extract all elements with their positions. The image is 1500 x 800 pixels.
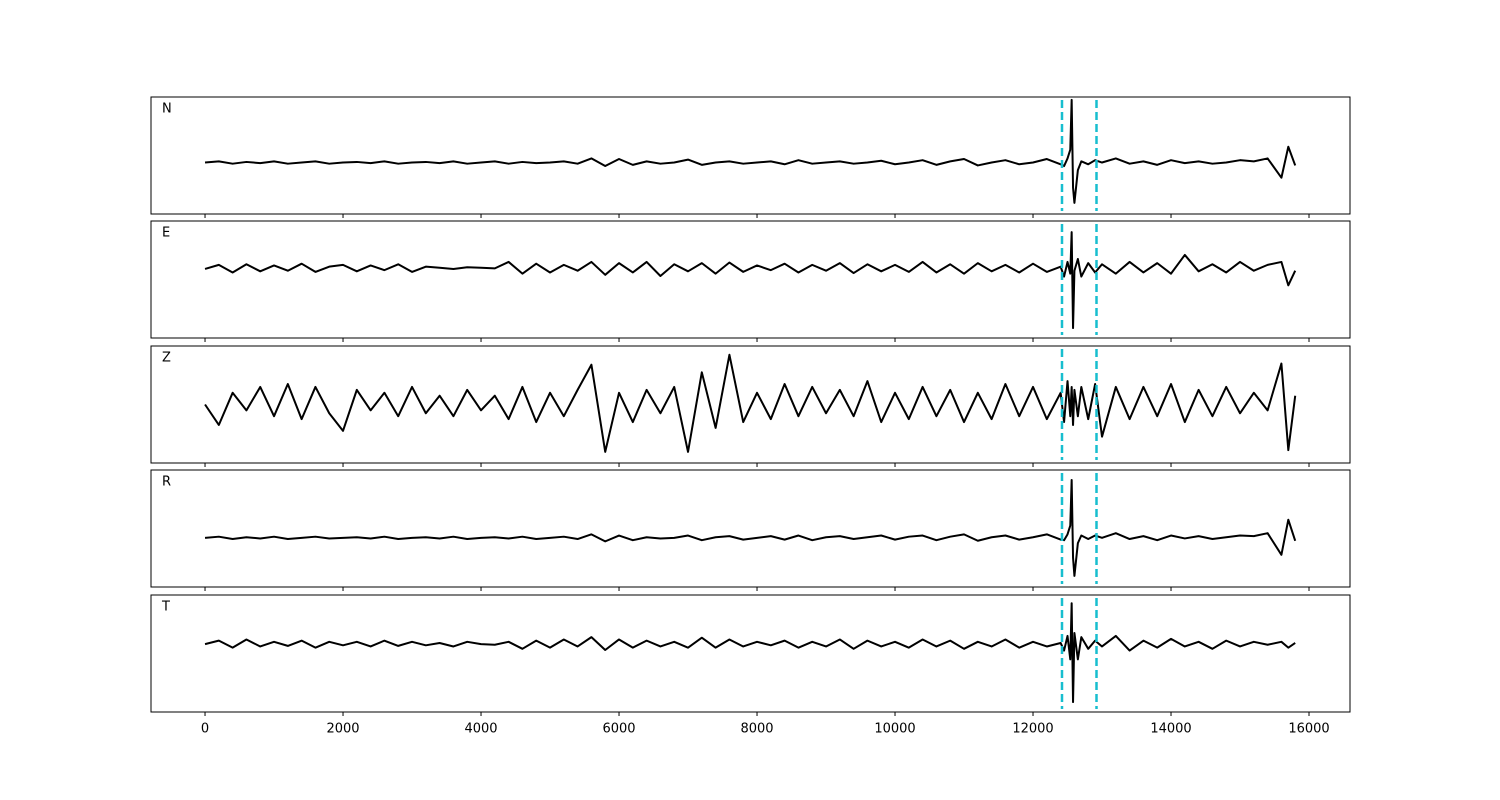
x-tick-label: 6000 xyxy=(602,722,635,737)
panel-label: N xyxy=(162,102,172,117)
trace-line xyxy=(204,602,1296,704)
trace-line xyxy=(204,353,1297,453)
x-tick-label: 10000 xyxy=(874,722,915,737)
trace-line xyxy=(204,98,1297,204)
x-tick-label: 2000 xyxy=(326,722,359,737)
x-tick-label: 16000 xyxy=(1288,722,1329,737)
panel-frame xyxy=(150,220,1351,339)
x-tick-label: 8000 xyxy=(740,722,773,737)
x-tick-label: 4000 xyxy=(464,722,497,737)
trace-line xyxy=(204,478,1297,577)
panel-frame xyxy=(150,594,1351,713)
panel-label: Z xyxy=(162,351,171,366)
x-tick-label: 14000 xyxy=(1150,722,1191,737)
x-tick-label: 0 xyxy=(201,722,209,737)
panel-label: R xyxy=(162,475,171,490)
panel-label: E xyxy=(162,226,170,241)
panel-frame xyxy=(150,469,1351,588)
panel-frame xyxy=(150,345,1351,464)
trace-line xyxy=(204,231,1297,330)
x-tick-label: 12000 xyxy=(1012,722,1053,737)
panel-frame xyxy=(150,96,1351,215)
panel-label: T xyxy=(161,600,170,615)
